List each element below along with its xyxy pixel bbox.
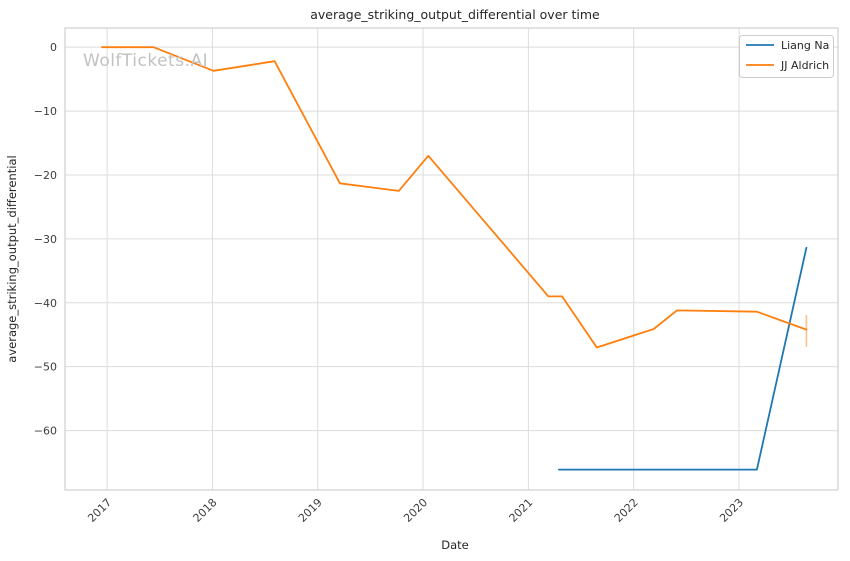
chart-title: average_striking_output_differential ove… [310, 7, 600, 22]
y-tick-label: −30 [34, 233, 57, 246]
y-axis-label: average_striking_output_differential [5, 155, 19, 362]
legend-label-jj-aldrich: JJ Aldrich [780, 59, 829, 72]
legend: Liang Na JJ Aldrich [739, 35, 834, 78]
y-tick-label: −40 [34, 297, 57, 310]
watermark: WolfTickets.AI [83, 51, 208, 71]
legend-box [739, 35, 834, 78]
plot-border [64, 27, 839, 491]
plot-background [65, 28, 838, 490]
series-line-jj-aldrich [101, 46, 808, 349]
series-line-liang-na [558, 246, 808, 471]
legend-label-liang-na: Liang Na [781, 39, 829, 52]
y-axis-tick-labels: 0 −10 −20 −30 −40 −50 −60 [34, 41, 57, 437]
y-tick-label: 0 [50, 41, 57, 54]
y-tick-label: −10 [34, 105, 57, 118]
gridlines [65, 28, 838, 490]
y-tick-label: −50 [34, 361, 57, 374]
y-tick-label: −60 [34, 425, 57, 438]
y-tick-label: −20 [34, 169, 57, 182]
x-axis-label: Date [441, 538, 469, 552]
series-lines [101, 46, 808, 471]
